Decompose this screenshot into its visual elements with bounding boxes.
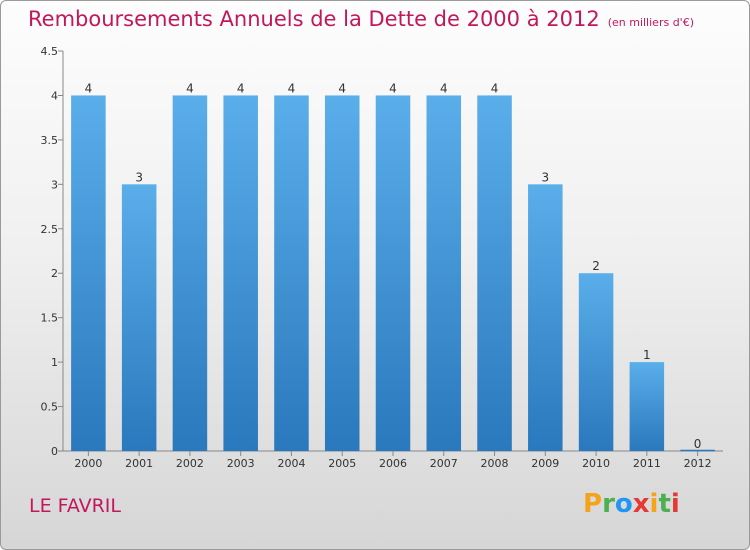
bar-2010 — [578, 273, 614, 451]
commune-name: LE FAVRIL — [29, 495, 121, 517]
data-label: 4 — [237, 81, 245, 95]
x-tick-label: 2001 — [125, 457, 153, 470]
x-tick-label: 2004 — [277, 457, 305, 470]
data-label: 4 — [440, 81, 448, 95]
data-label: 2 — [592, 259, 600, 273]
y-tick-label: 4.5 — [41, 45, 59, 58]
data-labels: 4 3 4 4 4 4 4 4 4 3 2 1 0 — [85, 81, 702, 451]
logo-letter: o — [614, 489, 633, 519]
logo-letter: x — [632, 489, 650, 519]
y-tick-label: 0 — [51, 445, 58, 458]
bars — [71, 95, 715, 452]
y-tick-label: 0.5 — [41, 401, 59, 414]
y-tick-label: 1.5 — [41, 312, 59, 325]
bar-2004 — [274, 95, 309, 451]
bar-2009 — [528, 184, 563, 452]
chart-title: Remboursements Annuels de la Dette de 20… — [28, 7, 600, 31]
x-tick-label: 2012 — [684, 457, 712, 470]
bar-2001 — [121, 184, 157, 452]
bar-2000 — [71, 95, 106, 451]
x-tick-label: 2005 — [328, 457, 356, 470]
data-label: 4 — [288, 81, 296, 95]
y-tick-label: 2.5 — [41, 223, 59, 236]
x-tick-label: 2002 — [176, 457, 204, 470]
x-tick-label: 2009 — [531, 457, 559, 470]
bar-2002 — [172, 95, 208, 451]
y-tick-label: 1 — [51, 356, 58, 369]
bar-2005 — [324, 95, 360, 451]
x-tick-label: 2007 — [430, 457, 458, 470]
chart-title-block: Remboursements Annuels de la Dette de 20… — [28, 7, 694, 31]
x-tick-label: 2000 — [74, 457, 102, 470]
data-label: 4 — [389, 81, 397, 95]
x-tick-label: 2008 — [481, 457, 509, 470]
bar-2011 — [629, 362, 665, 451]
data-label: 4 — [85, 81, 93, 95]
data-label: 1 — [643, 348, 651, 362]
y-tick-label: 2 — [51, 267, 58, 280]
data-label: 4 — [338, 81, 346, 95]
data-label: 4 — [491, 81, 499, 95]
y-tick-label: 4 — [51, 89, 58, 102]
logo-letter: i — [649, 489, 659, 519]
y-tick-label: 3.5 — [41, 134, 59, 147]
x-tick-label: 2011 — [633, 457, 661, 470]
bar-2006 — [375, 95, 411, 451]
axes: 0 0.5 1 1.5 2 2.5 3 3.5 4 4.5 2000 2001 2002 2003 2004… — [41, 45, 723, 470]
logo-letter: r — [602, 489, 615, 519]
x-tick-label: 2003 — [227, 457, 255, 470]
data-label: 3 — [135, 170, 143, 184]
x-tick-label: 2010 — [582, 457, 610, 470]
bar-2008 — [477, 95, 512, 451]
data-label: 4 — [186, 81, 194, 95]
proxiti-logo[interactable]: Proxiti — [583, 489, 680, 519]
logo-letter: P — [583, 489, 603, 519]
x-tick-label: 2006 — [379, 457, 407, 470]
bar-2003 — [223, 95, 258, 451]
data-label: 3 — [541, 170, 549, 184]
y-tick-label: 3 — [51, 178, 58, 191]
data-label: 0 — [694, 437, 702, 451]
logo-letter: t — [658, 489, 671, 519]
chart-subtitle: (en milliers d'€) — [607, 16, 694, 29]
bar-2007 — [426, 95, 462, 451]
logo-letter: i — [670, 489, 680, 519]
